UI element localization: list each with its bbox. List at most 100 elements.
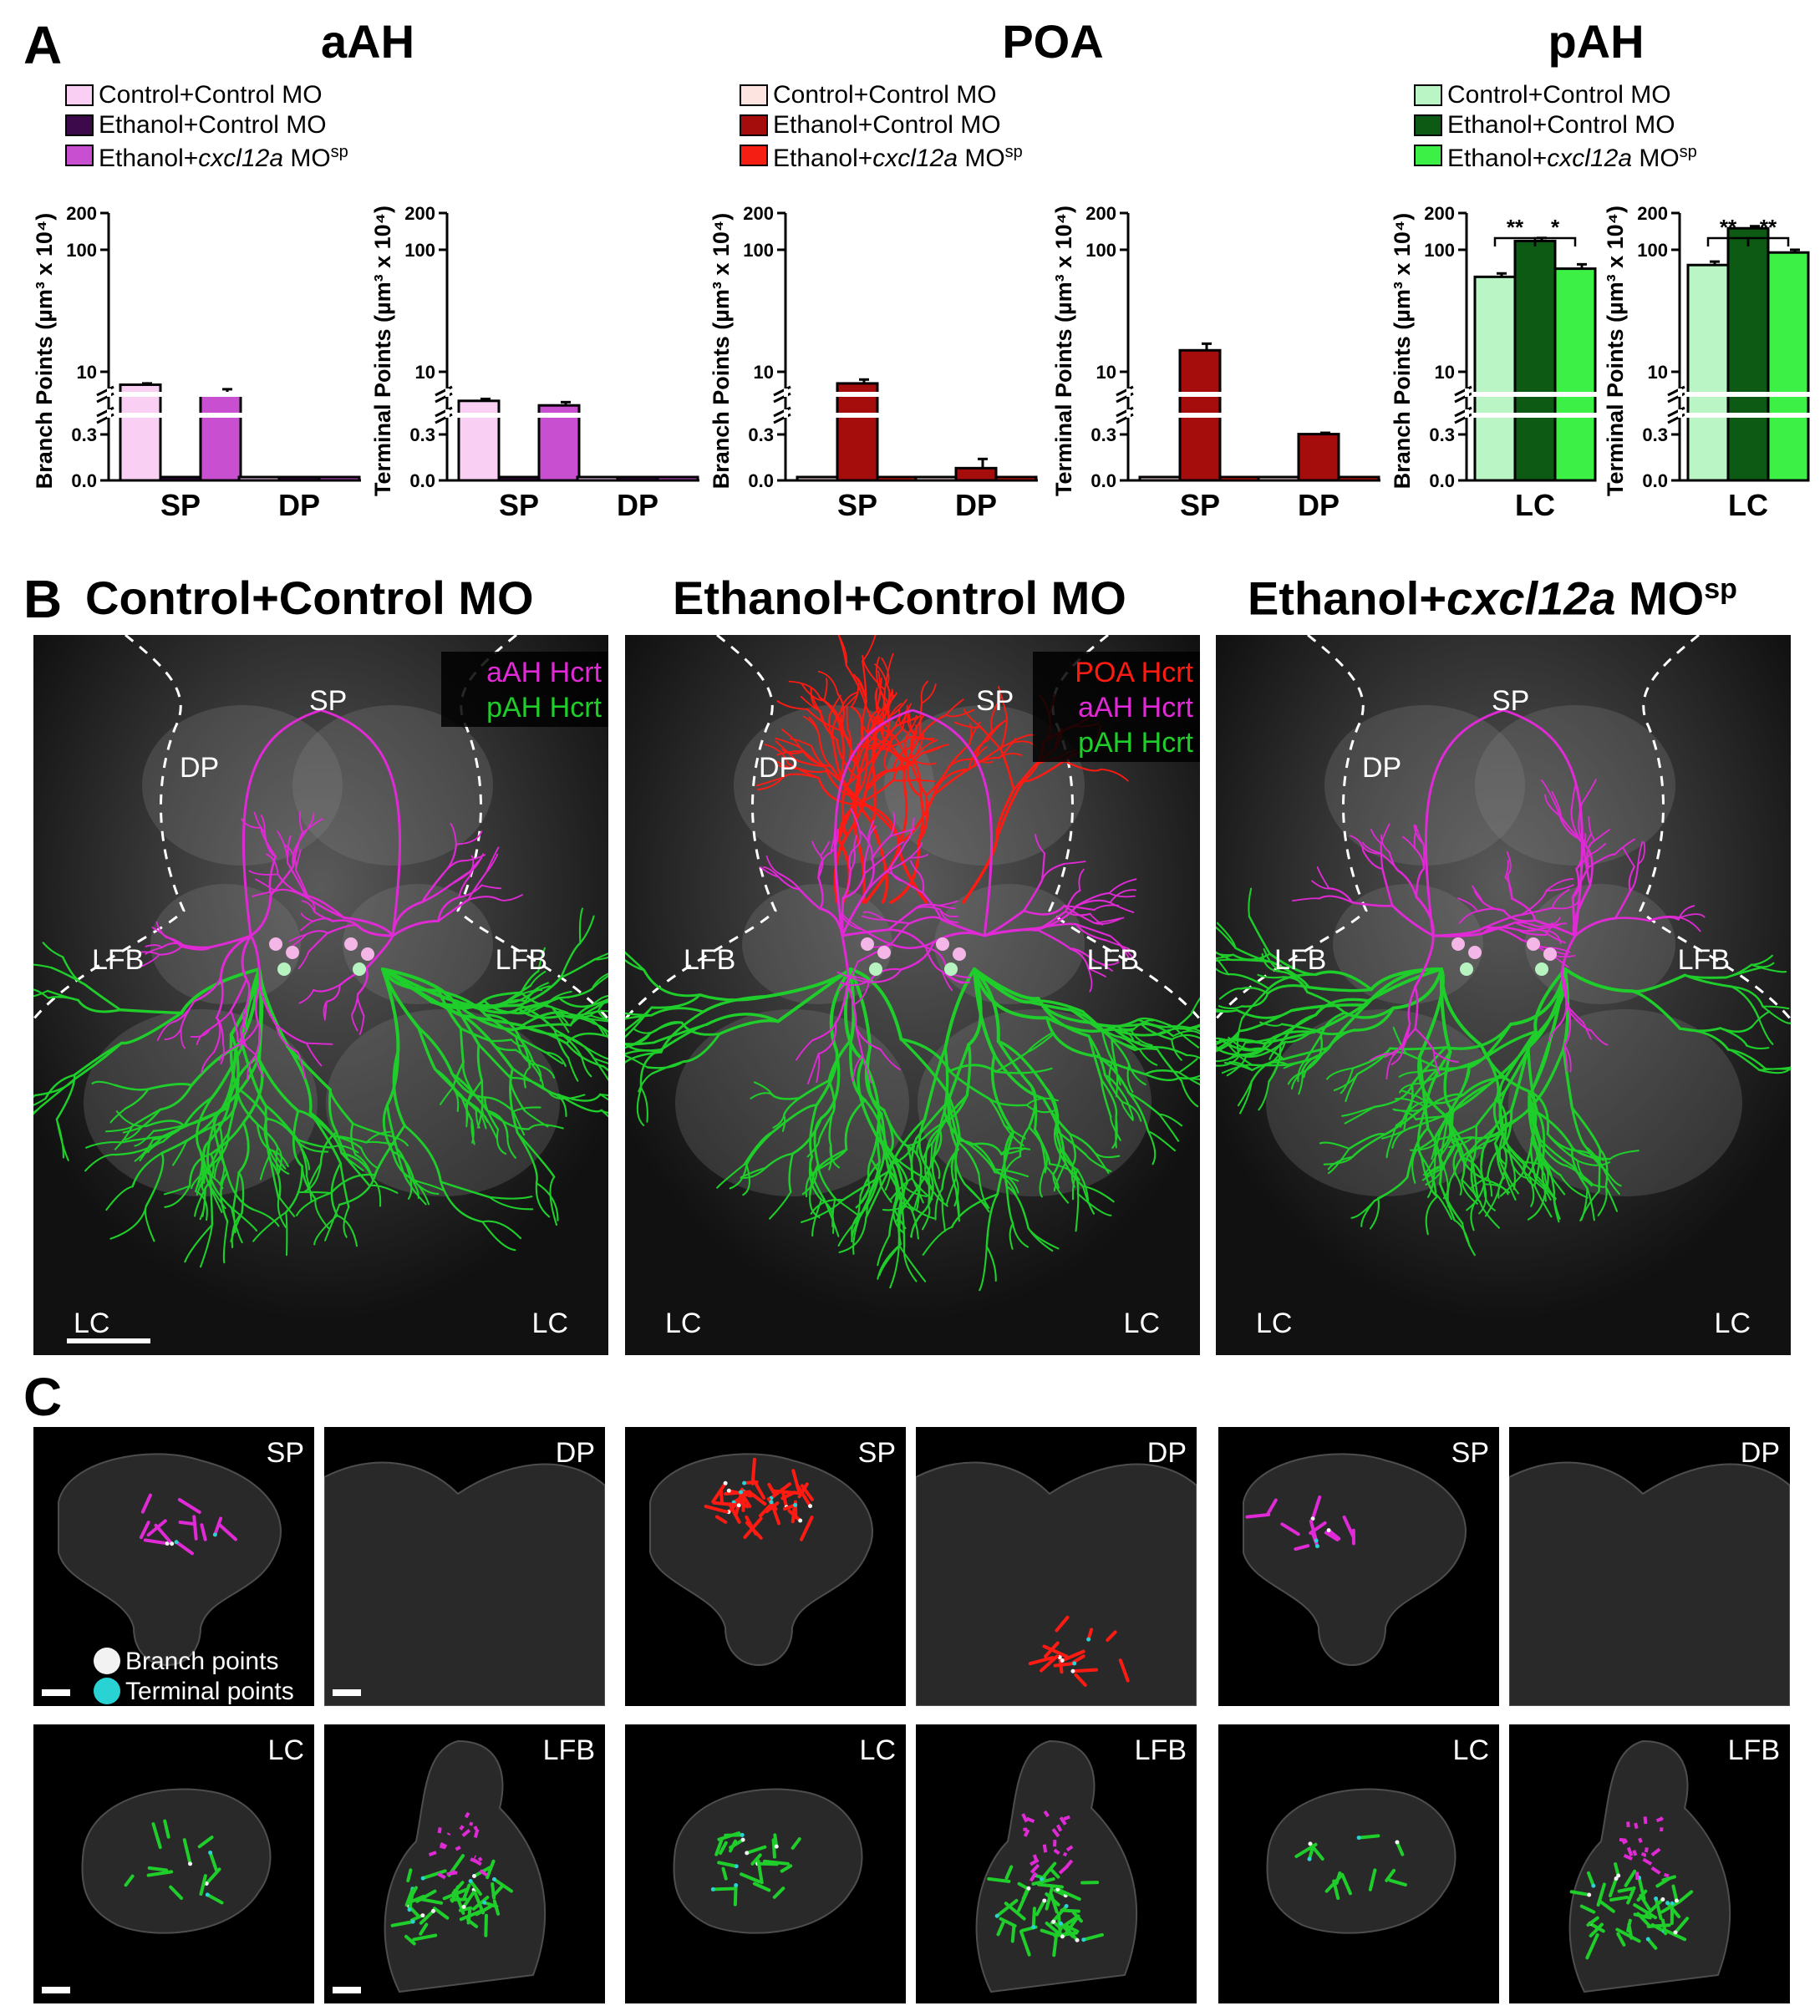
neurite [1042,1097,1071,1135]
fiber-segment [1028,1656,1055,1666]
y-tick-label: 0.0 [1429,470,1455,491]
neurite [260,815,266,834]
neurite [990,697,1002,732]
axis-break-gap [1465,409,1469,418]
neurite [560,958,596,978]
neurite [883,688,891,719]
neurite [775,740,796,761]
neurite [1070,1008,1104,1033]
neurite [898,1192,906,1247]
neurite [134,1130,155,1147]
neurite [1075,923,1111,937]
neurite [391,1150,415,1182]
bar-break [117,413,244,418]
tile-label: LFB [1135,1734,1187,1766]
fiber-segment [1646,1923,1671,1928]
fiber-segment [1029,1863,1040,1874]
neurite [999,714,1008,751]
neurite [862,635,877,662]
neurite [269,1151,290,1175]
panel-b-title-3: Ethanol+cxcl12a MOsp [1248,571,1737,625]
neurite [1731,985,1764,1008]
chart-svg: Terminal Points (µm³ x 10⁴) 0.00.31010020… [1051,203,1382,522]
neurite [1216,1029,1241,1051]
fiber-segment [459,1908,484,1922]
fiber-segment [124,1874,135,1887]
neurite [849,849,857,872]
cell-body [1543,947,1557,961]
neurite [340,1152,374,1181]
neurite [180,945,212,951]
neurite [625,958,645,972]
neurite [1314,998,1370,1017]
neurite [1543,929,1562,945]
bar-break [794,413,921,418]
bar-break [1255,392,1382,397]
fiber-segment [482,1901,499,1909]
neurite [1286,1046,1330,1066]
neurite [1062,1150,1080,1196]
neurite [287,1045,333,1092]
fiber-segment [412,1933,438,1942]
fiber-segment [771,1838,776,1859]
neurite [857,1058,879,1139]
skeleton-point [798,1518,803,1523]
neurite [1563,967,1634,993]
neurite [840,714,846,735]
neurite [1534,1176,1557,1201]
neurite [1022,759,1065,783]
neurite [957,1140,980,1175]
fiber-segment [1586,1871,1595,1888]
neurite [215,977,224,1019]
neurite [1144,1069,1181,1075]
neurite [256,1123,279,1149]
neurite [1369,967,1443,992]
neurite [1504,860,1509,878]
neurite [1178,1071,1200,1086]
brain-outline [1216,635,1791,1020]
neurite [254,983,262,1024]
neurite [820,1198,835,1234]
render-svg: SP [1243,1437,1489,1666]
cell-body [953,947,966,961]
neurite [1559,1174,1589,1199]
neurite [1393,1028,1416,1056]
neurite [1093,917,1122,925]
fiber-segment [213,1516,223,1536]
neurite [232,1171,241,1210]
panel-letter-c: C [23,1367,63,1427]
fiber-segment [446,1871,455,1876]
fiber-segment [1585,1932,1599,1960]
render-svg: DP [916,1437,1197,1706]
neurite [1381,1127,1411,1140]
neurite [1431,1134,1437,1160]
neurite [105,1186,134,1211]
skeleton-point [742,1480,747,1485]
y-tick-label: 0.3 [1642,424,1668,445]
neurite [829,967,852,1053]
neurite [1065,889,1081,912]
neurite [841,895,865,937]
neurite [1019,1125,1030,1158]
neurite [1360,1200,1375,1227]
chart-poa-branch: Branch Points (µm³ x 10⁴) 0.0 0.3 10 100 200 S… [702,180,1045,531]
neurite [1584,1145,1608,1172]
neurite [1044,1150,1048,1174]
hcrt-legend-label: pAH Hcrt [1078,727,1193,759]
neurite [836,971,867,983]
neurite [836,739,859,780]
neurite [365,1130,391,1144]
fiber-segment [1023,1829,1030,1837]
neurite [515,1035,533,1065]
neurite [882,1196,913,1211]
neurite [1156,1027,1189,1036]
neurite [172,1140,188,1166]
cell-body [1468,946,1482,959]
fiber-segment [996,1921,1005,1937]
neurite [1411,1046,1447,1086]
neurite [1075,891,1111,907]
neurite [301,818,323,835]
neurite [301,900,316,913]
neurite [591,972,608,990]
region-surface [384,1739,547,1993]
